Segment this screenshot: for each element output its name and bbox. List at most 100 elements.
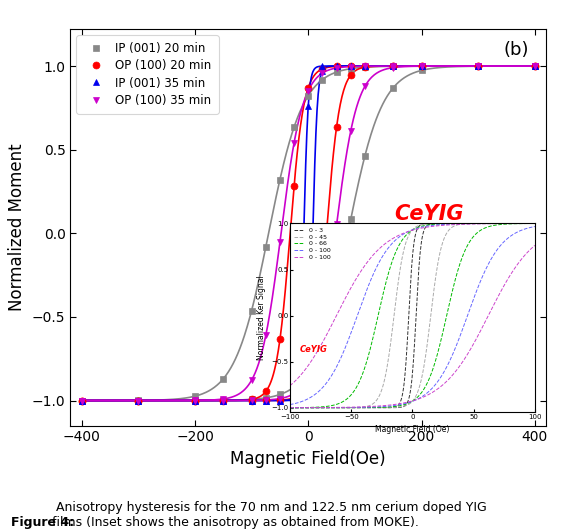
0 - 45 <box>316 404 323 411</box>
0 - 66 <box>367 347 373 354</box>
OP (100) 20 min <box>220 397 227 404</box>
Line: 0 - 45: 0 - 45 <box>290 223 535 408</box>
IP (001) 35 min <box>475 63 481 69</box>
OP (100) 20 min <box>291 182 297 189</box>
0 - 100 <box>463 221 470 227</box>
OP (100) 20 min <box>191 397 198 404</box>
OP (100) 35 min <box>390 63 396 69</box>
0 - 100 <box>531 220 538 227</box>
Line: 0 - 100: 0 - 100 <box>290 223 535 386</box>
Text: CeYIG: CeYIG <box>394 204 463 223</box>
OP (100) 35 min <box>220 396 227 402</box>
0 - 45 <box>287 404 293 411</box>
IP (001) 20 min <box>531 63 538 69</box>
OP (100) 20 min <box>361 63 368 69</box>
IP (001) 20 min <box>418 63 425 69</box>
IP (001) 35 min <box>276 397 283 404</box>
OP (100) 20 min <box>135 397 142 404</box>
0 - 100 <box>383 239 390 246</box>
0 - 100 <box>316 345 323 351</box>
OP (100) 35 min <box>418 63 425 69</box>
IP (001) 35 min <box>191 397 198 404</box>
IP (001) 20 min <box>276 176 283 182</box>
OP (100) 20 min <box>333 63 340 70</box>
0 - 100 <box>531 220 538 227</box>
0 - 3 <box>531 220 538 227</box>
Line: 0 - 100: 0 - 100 <box>290 223 535 405</box>
OP (100) 35 min <box>319 70 326 76</box>
0 - 100 <box>287 402 293 408</box>
OP (100) 20 min <box>347 63 354 69</box>
0 - 45 <box>463 220 470 227</box>
OP (100) 35 min <box>305 88 312 94</box>
OP (100) 20 min <box>262 388 269 395</box>
Text: CeYIG: CeYIG <box>300 345 328 354</box>
0 - 66 <box>316 404 323 410</box>
0 - 100 <box>463 220 470 227</box>
0 - 100 <box>383 246 390 253</box>
0 - 45 <box>441 220 448 227</box>
OP (100) 20 min <box>248 396 255 403</box>
OP (100) 35 min <box>191 397 198 404</box>
OP (100) 20 min <box>390 63 396 69</box>
IP (001) 35 min <box>135 397 142 404</box>
IP (001) 35 min <box>262 397 269 404</box>
IP (001) 35 min <box>291 393 297 399</box>
IP (001) 35 min <box>347 63 354 69</box>
0 - 45 <box>464 220 471 227</box>
Text: (b): (b) <box>504 41 529 59</box>
0 - 66 <box>287 404 293 411</box>
0 - 100 <box>287 383 293 389</box>
0 - 3 <box>383 404 390 411</box>
OP (100) 35 min <box>135 397 142 404</box>
0 - 3 <box>367 404 373 411</box>
IP (001) 35 min <box>333 63 340 69</box>
IP (001) 20 min <box>347 65 354 72</box>
IP (001) 20 min <box>361 64 368 70</box>
0 - 3 <box>464 220 471 227</box>
IP (001) 20 min <box>475 63 481 69</box>
IP (001) 20 min <box>390 63 396 70</box>
0 - 3 <box>287 404 293 411</box>
OP (100) 35 min <box>291 140 297 146</box>
0 - 100 <box>441 222 448 228</box>
OP (100) 35 min <box>347 63 354 70</box>
Line: IP (001) 35 min: IP (001) 35 min <box>78 63 538 404</box>
Text: Figure 4:: Figure 4: <box>11 517 74 529</box>
0 - 45 <box>367 402 373 409</box>
OP (100) 35 min <box>531 63 538 69</box>
IP (001) 20 min <box>333 69 340 75</box>
Y-axis label: Normalized Moment: Normalized Moment <box>8 144 26 311</box>
IP (001) 20 min <box>319 77 326 83</box>
IP (001) 20 min <box>248 307 255 314</box>
OP (100) 20 min <box>319 66 326 72</box>
Legend: 0 - 3, 0 - 45, 0 - 66, 0 - 100, 0 - 100: 0 - 3, 0 - 45, 0 - 66, 0 - 100, 0 - 100 <box>293 227 332 261</box>
OP (100) 35 min <box>78 397 85 404</box>
IP (001) 35 min <box>220 397 227 404</box>
IP (001) 35 min <box>361 63 368 69</box>
0 - 66 <box>463 220 470 227</box>
IP (001) 20 min <box>262 244 269 251</box>
OP (100) 20 min <box>305 85 312 91</box>
0 - 100 <box>316 388 323 394</box>
IP (001) 20 min <box>78 397 85 404</box>
IP (001) 20 min <box>305 93 312 99</box>
OP (100) 20 min <box>531 63 538 69</box>
OP (100) 20 min <box>418 63 425 69</box>
IP (001) 20 min <box>191 393 198 400</box>
Line: OP (100) 20 min: OP (100) 20 min <box>78 63 538 404</box>
Y-axis label: Normalized Ker Signal: Normalized Ker Signal <box>257 276 266 360</box>
IP (001) 20 min <box>135 397 142 404</box>
OP (100) 35 min <box>475 63 481 69</box>
Line: OP (100) 35 min: OP (100) 35 min <box>78 63 538 404</box>
IP (001) 35 min <box>319 63 326 69</box>
Line: 0 - 66: 0 - 66 <box>290 223 535 408</box>
0 - 66 <box>531 220 538 227</box>
0 - 3 <box>316 404 323 411</box>
0 - 100 <box>464 221 471 227</box>
OP (100) 35 min <box>248 377 255 384</box>
OP (100) 35 min <box>333 65 340 71</box>
IP (001) 35 min <box>418 63 425 69</box>
IP (001) 35 min <box>248 397 255 404</box>
IP (001) 20 min <box>291 124 297 130</box>
